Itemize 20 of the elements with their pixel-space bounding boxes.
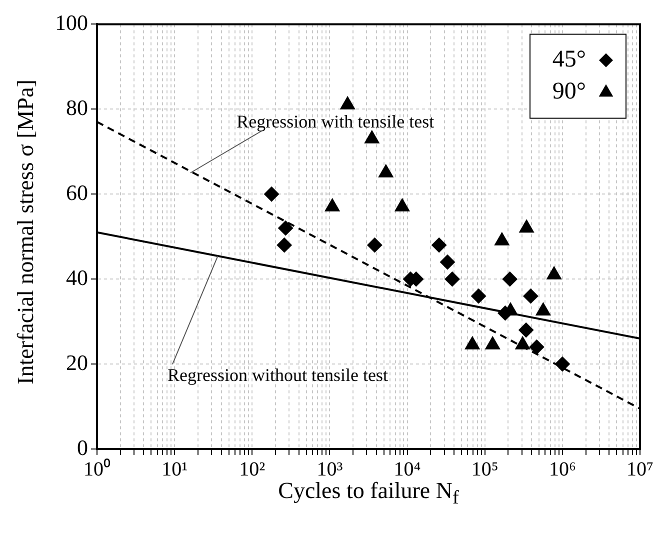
y-tick-label: 0: [77, 434, 88, 460]
annotation: Regression without tensile test: [167, 364, 388, 385]
y-tick-label: 80: [66, 94, 88, 120]
x-axis-title: Cycles to failure N$_{f}$: [278, 478, 459, 509]
x-tick-label: 10³: [316, 458, 343, 480]
x-tick-label: 10¹: [162, 458, 188, 480]
legend-label: 90°: [552, 78, 586, 104]
y-tick-label: 40: [66, 264, 88, 290]
x-tick-label: 10²: [239, 458, 266, 480]
y-tick-label: 20: [66, 350, 88, 375]
y-tick-label: 60: [66, 180, 88, 205]
y-axis-title: Interfacial normal stress σ [MPa]: [13, 78, 39, 386]
x-tick-label: 10⁴: [394, 458, 421, 480]
annotation: Regression with tensile test: [236, 112, 434, 132]
legend-label: 45°: [552, 46, 586, 72]
x-tick-label: 10⁵: [471, 458, 498, 480]
x-tick-label: 10⁰: [84, 457, 110, 480]
x-tick-label: 10⁷: [626, 458, 654, 480]
y-tick-label: 100: [55, 10, 88, 35]
x-tick-label: 10⁶: [548, 458, 576, 480]
